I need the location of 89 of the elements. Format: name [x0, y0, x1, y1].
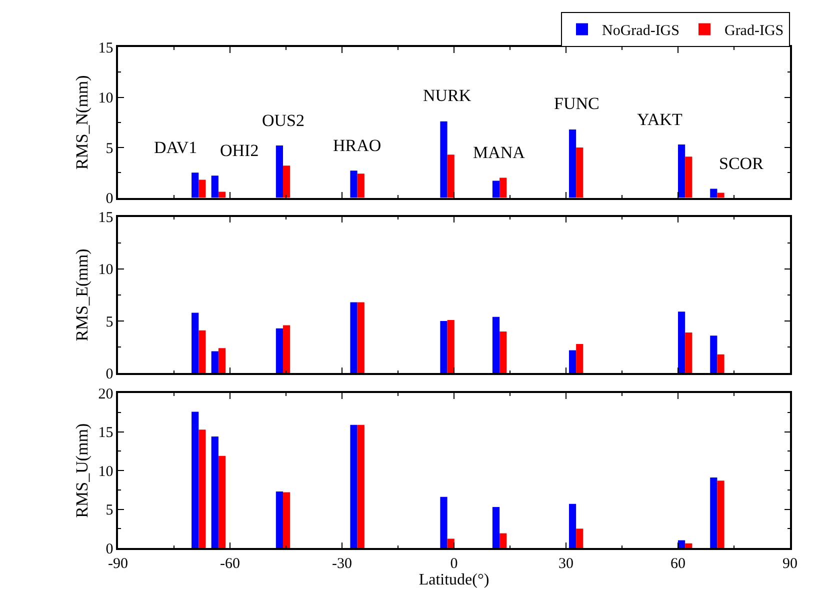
annotation: NURK — [423, 86, 472, 105]
bar — [350, 170, 358, 198]
bar — [198, 330, 206, 374]
bar — [440, 121, 448, 198]
y-tick-label: 10 — [98, 464, 114, 480]
annotation: DAV1 — [154, 138, 198, 157]
bar — [198, 180, 206, 198]
bar — [192, 412, 199, 548]
bar — [685, 332, 692, 374]
bar — [678, 312, 686, 374]
bar — [710, 188, 718, 198]
y-tick-label: 10 — [98, 262, 114, 278]
bar — [198, 430, 206, 548]
annotation: OHI2 — [220, 141, 259, 160]
bar — [447, 538, 454, 548]
bar — [440, 496, 448, 548]
bar — [357, 174, 364, 198]
bar — [568, 350, 576, 374]
y-tick-label: 0 — [106, 366, 114, 382]
bar — [500, 533, 507, 548]
x-tick-label: 30 — [558, 556, 574, 572]
x-axis-title: Latitude(°) — [418, 572, 490, 589]
bar — [576, 148, 584, 198]
bar — [678, 144, 686, 198]
bar — [568, 129, 576, 198]
bar — [283, 492, 290, 548]
y-axis-title: RMS_N(mm) — [72, 75, 92, 170]
y-tick-label: 5 — [106, 502, 114, 519]
bar — [710, 478, 718, 548]
bar — [357, 424, 364, 548]
bar — [283, 166, 290, 198]
bar — [685, 156, 692, 198]
bar — [218, 456, 226, 548]
y-tick-label: 5 — [106, 314, 114, 330]
y-tick-label: 15 — [98, 210, 114, 226]
bar — [500, 331, 507, 374]
bar — [211, 176, 218, 198]
bar — [192, 172, 199, 198]
legend-label: Grad-IGS — [724, 23, 784, 40]
bar — [500, 178, 507, 198]
bar — [350, 302, 358, 374]
bar — [710, 336, 718, 374]
bar — [576, 344, 584, 374]
y-tick-label: 0 — [106, 541, 114, 558]
legend-label: NoGrad-IGS — [602, 23, 680, 40]
bar — [276, 491, 284, 548]
bar — [568, 504, 576, 548]
x-tick-label: -30 — [332, 556, 352, 572]
bar — [685, 543, 692, 548]
x-tick-label: -60 — [220, 556, 240, 572]
bar — [447, 154, 454, 198]
y-tick-label: 5 — [106, 140, 114, 157]
bar — [492, 180, 500, 198]
annotation: HRAO — [333, 136, 382, 155]
y-axis-title: RMS_E(mm) — [72, 248, 92, 342]
bar — [276, 328, 284, 374]
bar — [218, 192, 226, 198]
annotation: FUNC — [554, 94, 600, 113]
x-tick-label: 60 — [670, 556, 686, 572]
x-tick-label: -90 — [108, 556, 128, 572]
bar — [276, 146, 284, 198]
y-tick-label: 15 — [98, 425, 114, 442]
annotation: MANA — [473, 143, 526, 162]
bar — [717, 192, 724, 198]
annotation: YAKT — [637, 110, 683, 129]
annotation: OUS2 — [262, 111, 305, 130]
y-axis-title: RMS_U(mm) — [72, 423, 92, 518]
bar — [576, 528, 584, 548]
x-tick-label: 0 — [450, 556, 458, 572]
bar — [357, 302, 364, 374]
y-tick-label: 15 — [98, 40, 114, 56]
y-tick-label: 10 — [98, 90, 114, 107]
bar — [447, 320, 454, 374]
x-tick-label: 90 — [782, 556, 798, 572]
y-tick-label: 0 — [106, 191, 114, 208]
bar — [283, 325, 290, 374]
bar — [211, 436, 218, 548]
bar — [492, 316, 500, 374]
bar — [492, 506, 500, 548]
bar — [350, 424, 358, 548]
bar — [192, 312, 199, 374]
bar — [211, 351, 218, 374]
bar — [440, 321, 448, 374]
y-tick-label: 20 — [98, 386, 114, 402]
bar — [218, 348, 226, 374]
annotation: SCOR — [719, 154, 764, 173]
bar — [717, 354, 724, 374]
bar — [717, 480, 724, 548]
bar — [678, 540, 686, 548]
